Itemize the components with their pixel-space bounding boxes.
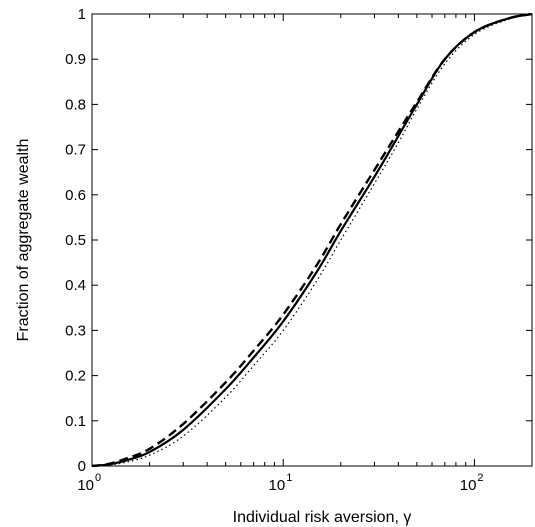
- y-tick-label: 0.8: [65, 96, 86, 113]
- y-tick-label: 0.7: [65, 142, 86, 159]
- x-tick-base: 10: [269, 477, 286, 494]
- y-tick-label: 0.2: [65, 368, 86, 385]
- y-axis-label: Fraction of aggregate wealth: [15, 139, 32, 342]
- y-tick-label: 0.1: [65, 413, 86, 430]
- x-tick-exponent: 2: [477, 472, 483, 484]
- y-tick-label: 0.6: [65, 187, 86, 204]
- y-tick-label: 0.5: [65, 232, 86, 249]
- x-tick-label: 10 2: [460, 472, 484, 494]
- x-axis-label: Individual risk aversion, γ: [233, 509, 412, 526]
- plot-area: [92, 14, 532, 466]
- x-tick-base: 10: [77, 477, 94, 494]
- x-tick-label: 10 1: [269, 472, 293, 494]
- y-tick-label: 0.9: [65, 51, 86, 68]
- y-tick-label: 0.4: [65, 277, 86, 294]
- plot-frame: [91, 13, 533, 467]
- x-tick-exponent: 1: [286, 472, 292, 484]
- series-line-dotted: [91, 13, 533, 467]
- x-tick-exponent: 0: [95, 472, 101, 484]
- x-tick-label: 10 0: [77, 472, 101, 494]
- y-tick-label: 0.3: [65, 322, 86, 339]
- series-layer: [91, 12, 533, 468]
- x-tick-base: 10: [460, 477, 477, 494]
- y-tick-label: 1: [78, 6, 86, 23]
- y-tick-label: 0: [78, 458, 86, 475]
- series-line-solid: [91, 12, 533, 468]
